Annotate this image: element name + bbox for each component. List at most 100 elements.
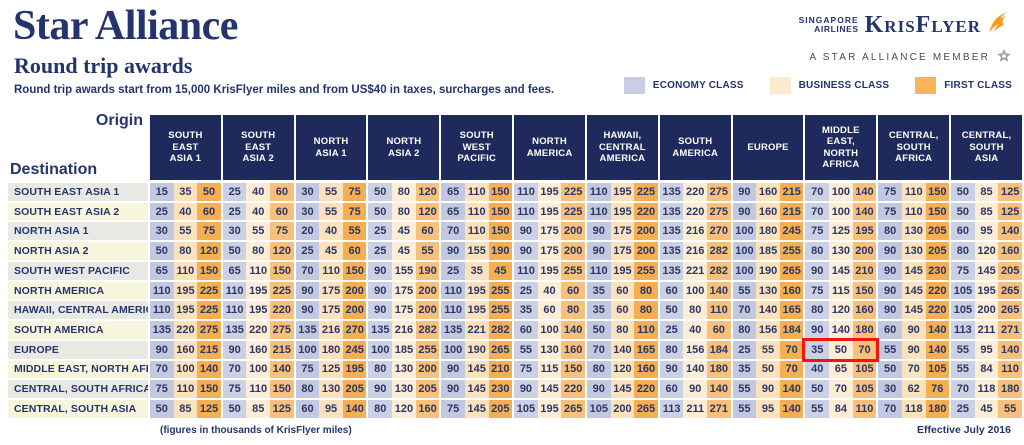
award-cell-group: 30 62 76 bbox=[878, 380, 950, 399]
economy-miles-cell: 100 bbox=[441, 340, 465, 359]
first-miles-cell: 60 bbox=[561, 281, 585, 300]
business-miles-cell: 195 bbox=[537, 183, 562, 201]
economy-miles-cell: 75 bbox=[878, 202, 902, 221]
economy-miles-cell: 90 bbox=[878, 281, 902, 300]
destination-label: MIDDLE EAST, NORTH AFRICA bbox=[8, 360, 148, 379]
first-miles-cell: 220 bbox=[634, 380, 658, 399]
award-cell-group: 105 200 265 bbox=[951, 301, 1022, 320]
award-cell-group: 55 95 140 bbox=[732, 400, 804, 418]
business-miles-cell: 155 bbox=[464, 242, 489, 260]
first-miles-cell: 271 bbox=[998, 321, 1022, 339]
business-miles-cell: 140 bbox=[829, 321, 853, 339]
award-cell-group: 90 160 215 bbox=[222, 340, 294, 359]
economy-miles-cell: 110 bbox=[441, 281, 465, 300]
award-cell-group: 90 175 200 bbox=[586, 242, 658, 260]
award-cell-group: 135 216 282 bbox=[659, 242, 731, 260]
business-miles-cell: 145 bbox=[974, 261, 999, 280]
business-miles-cell: 175 bbox=[392, 301, 416, 320]
business-miles-cell: 110 bbox=[901, 202, 926, 221]
first-miles-cell: 230 bbox=[488, 380, 513, 399]
economy-miles-cell: 70 bbox=[222, 360, 247, 379]
first-miles-cell: 200 bbox=[415, 360, 440, 379]
business-miles-cell: 180 bbox=[319, 340, 343, 359]
award-cell-group: 135 220 275 bbox=[659, 183, 731, 201]
economy-miles-cell: 50 bbox=[222, 400, 247, 418]
origin-header-6: NORTH AMERICA bbox=[514, 115, 585, 180]
business-miles-cell: 156 bbox=[756, 321, 780, 339]
award-cell-group: 30 55 75 bbox=[295, 183, 367, 201]
award-cell-group: 90 155 190 bbox=[368, 261, 440, 280]
economy-miles-cell: 35 bbox=[805, 340, 830, 359]
business-miles-cell: 175 bbox=[610, 222, 635, 241]
economy-miles-cell: 30 bbox=[295, 183, 320, 201]
origin-header-1: SOUTH EAST ASIA 1 bbox=[150, 115, 221, 180]
business-miles-cell: 100 bbox=[683, 281, 708, 300]
first-miles-cell: 150 bbox=[925, 202, 950, 221]
award-cell-group: 80 156 184 bbox=[659, 340, 731, 359]
business-miles-cell: 90 bbox=[756, 380, 780, 399]
first-miles-cell: 140 bbox=[561, 321, 585, 339]
first-miles-cell: 60 bbox=[197, 202, 221, 221]
economy-miles-cell: 60 bbox=[659, 281, 684, 300]
award-cell-group: 90 145 230 bbox=[878, 261, 950, 280]
table-row: SOUTH EAST ASIA 1 15 35 50 25 40 60 30 55 75 50 80 1… bbox=[8, 183, 1022, 201]
economy-miles-cell: 90 bbox=[659, 360, 684, 379]
table-row: SOUTH AMERICA 135 220 275 135 220 275 135 216 270… bbox=[8, 321, 1022, 339]
economy-miles-cell: 50 bbox=[951, 202, 975, 221]
economy-miles-cell: 25 bbox=[732, 340, 757, 359]
first-miles-cell: 55 bbox=[415, 242, 440, 260]
economy-miles-cell: 90 bbox=[514, 222, 538, 241]
legend-item-economy: ECONOMY CLASS bbox=[623, 77, 744, 94]
award-cell-group: 90 145 210 bbox=[441, 360, 513, 379]
business-miles-cell: 110 bbox=[173, 261, 198, 280]
first-miles-cell: 165 bbox=[634, 340, 658, 359]
economy-miles-cell: 105 bbox=[951, 281, 975, 300]
intro-text: Round trip awards start from 15,000 Kris… bbox=[14, 84, 555, 96]
first-miles-cell: 110 bbox=[634, 321, 658, 339]
first-miles-cell: 80 bbox=[634, 301, 658, 320]
economy-miles-cell: 15 bbox=[150, 183, 174, 201]
first-miles-cell: 140 bbox=[270, 360, 294, 379]
first-miles-cell: 60 bbox=[270, 183, 294, 201]
award-cell-group: 50 85 125 bbox=[951, 202, 1022, 221]
economy-miles-cell: 35 bbox=[732, 360, 757, 379]
economy-miles-cell: 25 bbox=[951, 400, 975, 418]
award-cell-group: 100 190 265 bbox=[732, 261, 804, 280]
business-miles-cell: 100 bbox=[829, 183, 853, 201]
award-cell-group: 50 70 105 bbox=[878, 360, 950, 379]
business-miles-cell: 220 bbox=[246, 321, 271, 339]
business-miles-cell: 145 bbox=[901, 261, 926, 280]
economy-miles-cell: 90 bbox=[805, 321, 830, 339]
economy-miles-cell: 70 bbox=[586, 340, 611, 359]
first-miles-cell: 200 bbox=[634, 242, 658, 260]
business-miles-cell: 65 bbox=[829, 360, 853, 379]
award-cell-group: 60 90 140 bbox=[878, 321, 950, 339]
first-miles-cell: 160 bbox=[779, 281, 804, 300]
first-miles-cell: 270 bbox=[342, 321, 367, 339]
first-miles-cell: 200 bbox=[342, 281, 367, 300]
first-miles-cell: 75 bbox=[342, 202, 367, 221]
economy-miles-cell: 90 bbox=[441, 380, 465, 399]
award-cell-group: 60 90 140 bbox=[659, 380, 731, 399]
award-cell-group: 105 200 265 bbox=[586, 400, 658, 418]
first-miles-cell: 120 bbox=[415, 202, 440, 221]
business-miles-cell: 90 bbox=[901, 340, 926, 359]
award-cell-group: 60 100 140 bbox=[514, 321, 585, 339]
star-alliance-star-icon bbox=[996, 48, 1012, 67]
destination-label: SOUTH EAST ASIA 2 bbox=[8, 202, 148, 221]
first-miles-cell: 75 bbox=[197, 222, 221, 241]
first-swatch bbox=[915, 77, 937, 94]
business-miles-cell: 55 bbox=[173, 222, 198, 241]
award-cell-group: 90 160 215 bbox=[150, 340, 221, 359]
award-cell-group: 90 175 200 bbox=[295, 301, 367, 320]
award-cell-group: 90 160 215 bbox=[732, 202, 804, 221]
first-miles-cell: 205 bbox=[342, 380, 367, 399]
first-miles-cell: 140 bbox=[197, 360, 221, 379]
first-miles-cell: 150 bbox=[270, 261, 294, 280]
first-miles-cell: 165 bbox=[779, 301, 804, 320]
first-miles-cell: 150 bbox=[925, 183, 950, 201]
award-cell-group: 110 195 255 bbox=[586, 261, 658, 280]
award-cell-group: 110 195 225 bbox=[514, 183, 585, 201]
award-cell-group: 90 145 220 bbox=[514, 380, 585, 399]
first-miles-cell: 140 bbox=[779, 400, 804, 418]
